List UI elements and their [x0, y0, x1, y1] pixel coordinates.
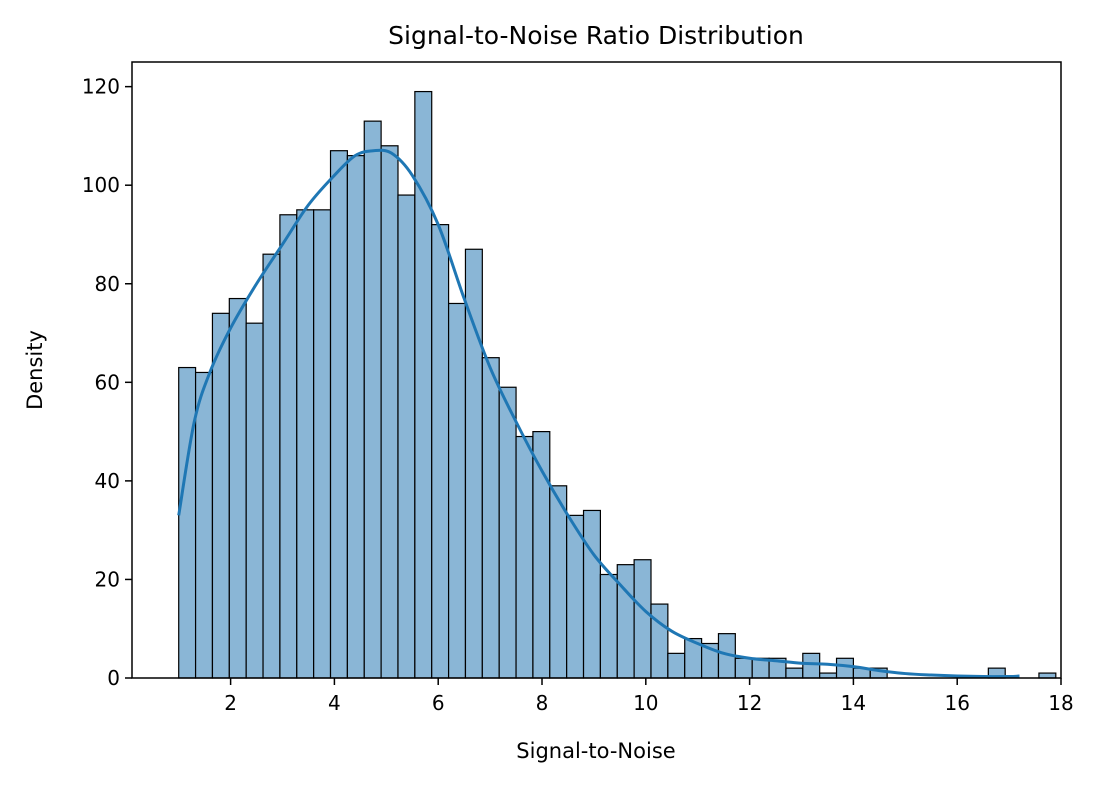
histogram-bars	[178, 90, 1057, 679]
x-axis: 2 4 6 8 10 12 14 16 18	[224, 678, 1074, 715]
histogram-bar	[464, 248, 483, 679]
y-tick-label: 120	[82, 75, 120, 99]
x-tick-label: 10	[633, 691, 658, 715]
histogram-bar	[785, 667, 804, 679]
x-tick-label: 2	[224, 691, 237, 715]
kde-line	[177, 148, 1020, 679]
y-tick-label: 20	[95, 567, 120, 591]
y-axis-title: Density	[23, 330, 47, 410]
histogram-bar	[515, 435, 534, 679]
y-tick-label: 80	[95, 272, 120, 296]
plot-area-frame	[131, 61, 1062, 679]
histogram-bar	[802, 652, 821, 679]
x-tick-label: 14	[841, 691, 866, 715]
histogram-bar	[279, 214, 298, 679]
x-tick-label: 18	[1048, 691, 1073, 715]
histogram-bar	[650, 603, 669, 679]
histogram-bar	[211, 312, 230, 679]
histogram-bar	[346, 155, 365, 679]
histogram-bar	[633, 559, 652, 679]
y-tick-label: 40	[95, 469, 120, 493]
y-tick-label: 60	[95, 370, 120, 394]
y-axis: 0 20 40 60 80 100 120	[82, 75, 132, 690]
histogram-bar	[447, 302, 467, 679]
histogram-bar	[178, 366, 197, 679]
histogram-bar	[414, 90, 433, 679]
x-tick-label: 4	[328, 691, 341, 715]
histogram-bar	[734, 657, 753, 679]
histogram-bar	[667, 652, 686, 679]
histogram-bar	[296, 209, 315, 679]
x-tick-label: 6	[432, 691, 445, 715]
histogram-bar	[228, 297, 247, 679]
histogram-bar	[262, 253, 281, 679]
histogram-bar	[835, 657, 855, 679]
histogram-bar	[313, 209, 332, 679]
x-axis-title: Signal-to-Noise	[516, 739, 675, 763]
histogram-bar	[363, 120, 382, 679]
histogram-bar	[380, 145, 399, 679]
histogram-bar	[481, 357, 500, 679]
histogram-bar	[431, 224, 450, 679]
x-tick-label: 16	[944, 691, 969, 715]
histogram-bar	[616, 564, 635, 679]
histogram-bar	[582, 509, 602, 679]
histogram-bar	[397, 194, 416, 679]
histogram-bar	[549, 485, 568, 679]
y-tick-label: 100	[82, 173, 120, 197]
histogram-bar	[245, 322, 264, 679]
y-tick-label: 0	[107, 666, 120, 690]
histogram-bar	[498, 386, 517, 679]
histogram-bar	[599, 573, 618, 679]
chart-title: Signal-to-Noise Ratio Distribution	[388, 21, 804, 50]
histogram-bar	[194, 371, 214, 679]
histogram-bar	[329, 150, 348, 679]
x-tick-label: 12	[737, 691, 762, 715]
x-tick-label: 8	[536, 691, 549, 715]
histogram-bar	[566, 514, 585, 679]
